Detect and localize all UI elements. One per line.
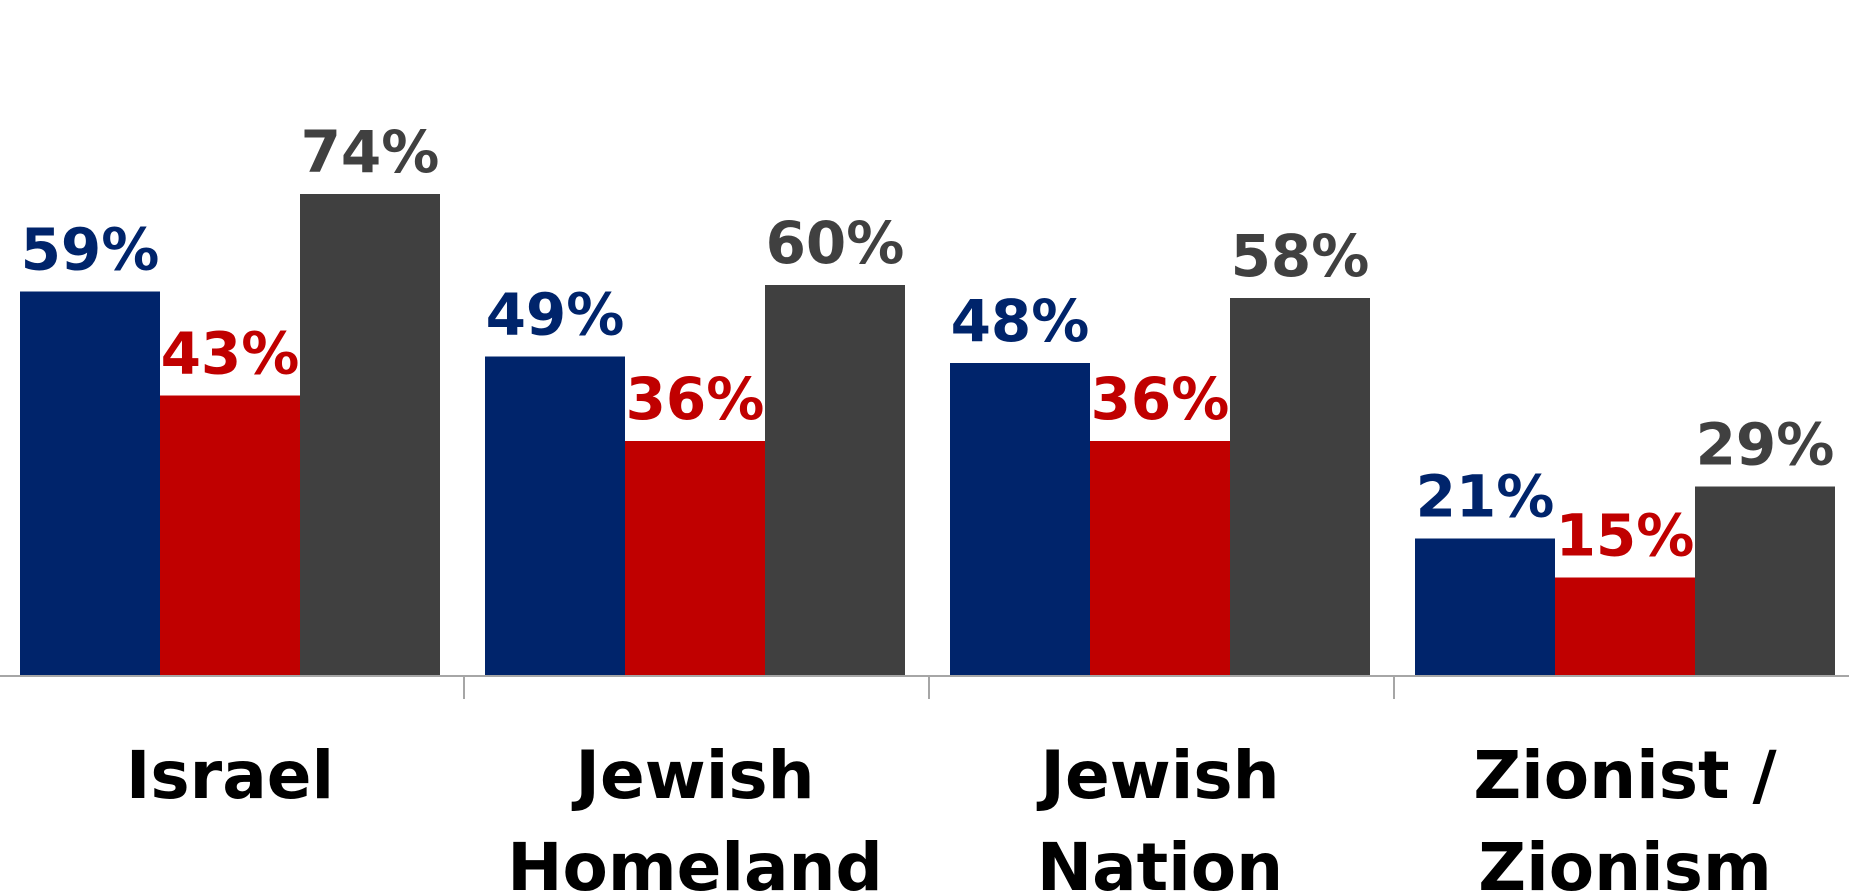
category-label: Israel (126, 737, 334, 814)
bar (765, 285, 905, 675)
bar (160, 395, 300, 675)
data-label: 15% (1556, 502, 1695, 570)
bar (1555, 577, 1695, 675)
category-label: Zionism (1478, 829, 1772, 895)
bar-group (20, 194, 1835, 675)
bar (1695, 486, 1835, 675)
x-axis (0, 675, 1849, 699)
data-label: 58% (1231, 222, 1370, 290)
data-label: 21% (1416, 463, 1555, 531)
data-label: 74% (301, 118, 440, 186)
data-label: 36% (626, 365, 765, 433)
category-label-group: Israel Jewish Homeland Jewish Nation Zionist … (126, 737, 1778, 895)
category-label: Jewish (1036, 737, 1279, 814)
category-label: Jewish (571, 737, 814, 814)
bar (300, 194, 440, 675)
bar (20, 291, 160, 675)
bar (1415, 538, 1555, 675)
bar (1090, 441, 1230, 675)
bar (950, 363, 1090, 675)
data-label: 36% (1091, 365, 1230, 433)
category-label: Zionist / (1473, 737, 1777, 814)
bar (625, 441, 765, 675)
data-label: 49% (486, 281, 625, 349)
data-label: 60% (766, 209, 905, 277)
data-label: 59% (21, 216, 160, 284)
data-label: 48% (951, 287, 1090, 355)
value-label-group: 59%43%74%49%36%60%48%36%58%21%15%29% (21, 118, 1835, 570)
data-label: 29% (1696, 411, 1835, 479)
bar (485, 356, 625, 675)
data-label: 43% (161, 320, 300, 388)
category-label: Nation (1037, 829, 1283, 895)
bar (1230, 298, 1370, 675)
category-label: Homeland (507, 829, 883, 895)
